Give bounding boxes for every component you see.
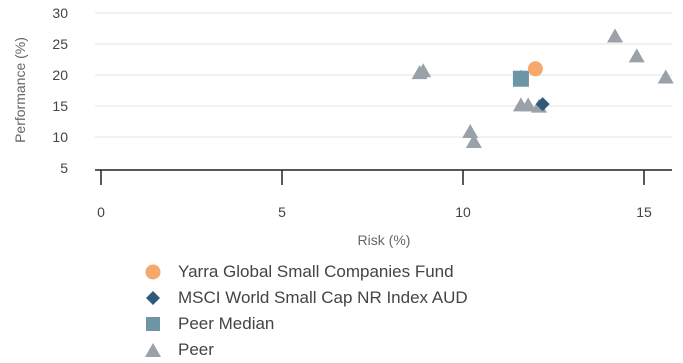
legend-label: Yarra Global Small Companies Fund bbox=[178, 262, 454, 281]
legend-item-index: MSCI World Small Cap NR Index AUD bbox=[142, 285, 468, 311]
square-marker-icon bbox=[142, 314, 164, 334]
legend-label: Peer Median bbox=[178, 314, 275, 333]
legend-label: MSCI World Small Cap NR Index AUD bbox=[178, 288, 468, 307]
square-data-point bbox=[512, 70, 529, 87]
y-axis-title: Performance (%) bbox=[12, 37, 28, 143]
x-tick-labels: 0 5 10 15 bbox=[97, 204, 652, 220]
triangle-data-point bbox=[462, 124, 479, 139]
grid-lines bbox=[95, 12, 672, 138]
diamond-marker-icon bbox=[142, 288, 164, 308]
triangle-data-point bbox=[657, 69, 674, 84]
triangle-data-point bbox=[465, 133, 482, 148]
x-tick-label: 15 bbox=[636, 204, 652, 220]
legend-label: Peer bbox=[178, 340, 214, 359]
scatter-chart: 30 25 20 15 10 5 0 5 10 15 Performance (%) Risk … bbox=[12, 5, 674, 248]
triangle-data-point bbox=[520, 97, 537, 112]
y-tick-label: 30 bbox=[52, 5, 68, 21]
triangle-data-point bbox=[628, 48, 645, 63]
chart-legend: Yarra Global Small Companies Fund MSCI W… bbox=[142, 259, 468, 363]
triangle-data-point bbox=[607, 28, 624, 43]
diamond-data-point bbox=[535, 97, 550, 112]
x-axis bbox=[95, 169, 672, 185]
triangle-data-point bbox=[415, 63, 432, 78]
circle-marker-icon bbox=[142, 262, 164, 282]
x-axis-title: Risk (%) bbox=[358, 232, 411, 248]
y-tick-label: 25 bbox=[52, 36, 68, 52]
data-points bbox=[411, 28, 674, 148]
x-tick-label: 10 bbox=[455, 204, 471, 220]
legend-item-peer-median: Peer Median bbox=[142, 311, 468, 337]
y-tick-label: 5 bbox=[60, 160, 68, 176]
y-tick-label: 15 bbox=[52, 98, 68, 114]
x-tick-label: 5 bbox=[278, 204, 286, 220]
y-tick-labels: 30 25 20 15 10 5 bbox=[52, 5, 68, 176]
legend-item-fund: Yarra Global Small Companies Fund bbox=[142, 259, 468, 285]
circle-data-point bbox=[527, 61, 543, 77]
x-tick-label: 0 bbox=[97, 204, 105, 220]
y-tick-label: 20 bbox=[52, 67, 68, 83]
triangle-marker-icon bbox=[142, 340, 164, 360]
y-tick-label: 10 bbox=[52, 129, 68, 145]
legend-item-peer: Peer bbox=[142, 337, 468, 363]
